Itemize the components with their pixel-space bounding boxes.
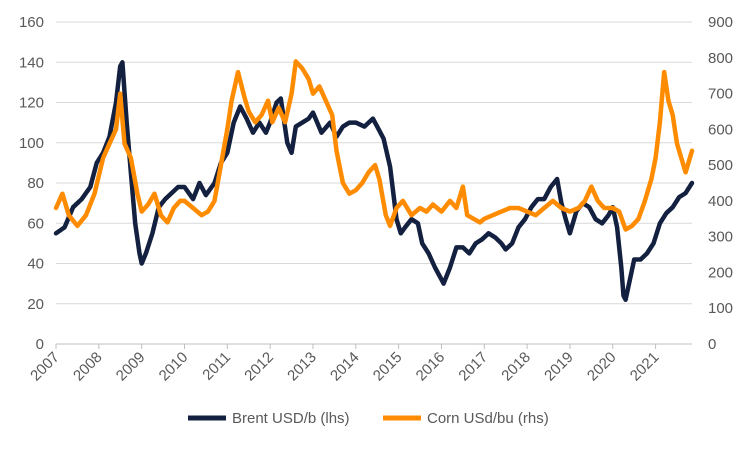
left-tick-label: 80	[27, 175, 44, 192]
right-tick-label: 800	[708, 50, 733, 67]
right-tick-label: 200	[708, 264, 733, 281]
series-line-corn	[53, 59, 695, 232]
left-tick-label: 140	[19, 54, 44, 71]
right-tick-label: 100	[708, 300, 733, 317]
x-tick-label: 2017	[455, 349, 491, 385]
right-tick-label: 900	[708, 14, 733, 31]
series-lines	[53, 59, 695, 302]
axes	[55, 343, 692, 349]
x-tick-label: 2014	[327, 349, 363, 385]
right-tick-label: 500	[708, 157, 733, 174]
right-tick-label: 300	[708, 229, 733, 246]
right-axis-tick-labels: 0 100 200 300 400 500 600 700 800 900	[708, 14, 733, 353]
x-tick-label: 2011	[199, 349, 234, 384]
legend: Brent USD/b (lhs) Corn USd/bu (rhs)	[188, 410, 549, 427]
x-tick-label: 2009	[113, 349, 149, 385]
x-axis-tick-labels: 2007 2008 2009 2010 2011 2012 2013 2014 2015 2016…	[27, 349, 662, 385]
x-tick-label: 2010	[156, 349, 192, 385]
left-axis-tick-labels: 0 20 40 60 80 100 120 140 160	[19, 14, 44, 353]
x-tick-label: 2013	[284, 349, 320, 385]
x-tick-label: 2015	[370, 349, 406, 385]
left-tick-label: 40	[27, 256, 44, 273]
gridlines	[56, 21, 692, 305]
x-tick-label: 2008	[70, 349, 106, 385]
legend-label-corn: Corn USd/bu (rhs)	[427, 410, 549, 427]
x-tick-label: 2020	[584, 349, 620, 385]
x-tick-label: 2012	[241, 349, 277, 385]
x-tick-label: 2007	[27, 349, 63, 385]
x-tick-label: 2016	[413, 349, 449, 385]
right-tick-label: 600	[708, 121, 733, 138]
x-tick-label: 2018	[498, 349, 534, 385]
right-tick-label: 0	[708, 336, 716, 353]
right-tick-label: 400	[708, 193, 733, 210]
left-tick-label: 60	[27, 215, 44, 232]
x-tick-label: 2021	[627, 349, 663, 385]
left-tick-label: 20	[27, 296, 44, 313]
series-line-brent	[53, 60, 695, 302]
left-tick-label: 120	[19, 95, 44, 112]
left-tick-label: 100	[19, 135, 44, 152]
right-tick-label: 700	[708, 86, 733, 103]
legend-label-brent: Brent USD/b (lhs)	[232, 410, 350, 427]
left-tick-label: 160	[19, 14, 44, 31]
x-tick-label: 2019	[541, 349, 577, 385]
left-tick-label: 0	[36, 336, 44, 353]
